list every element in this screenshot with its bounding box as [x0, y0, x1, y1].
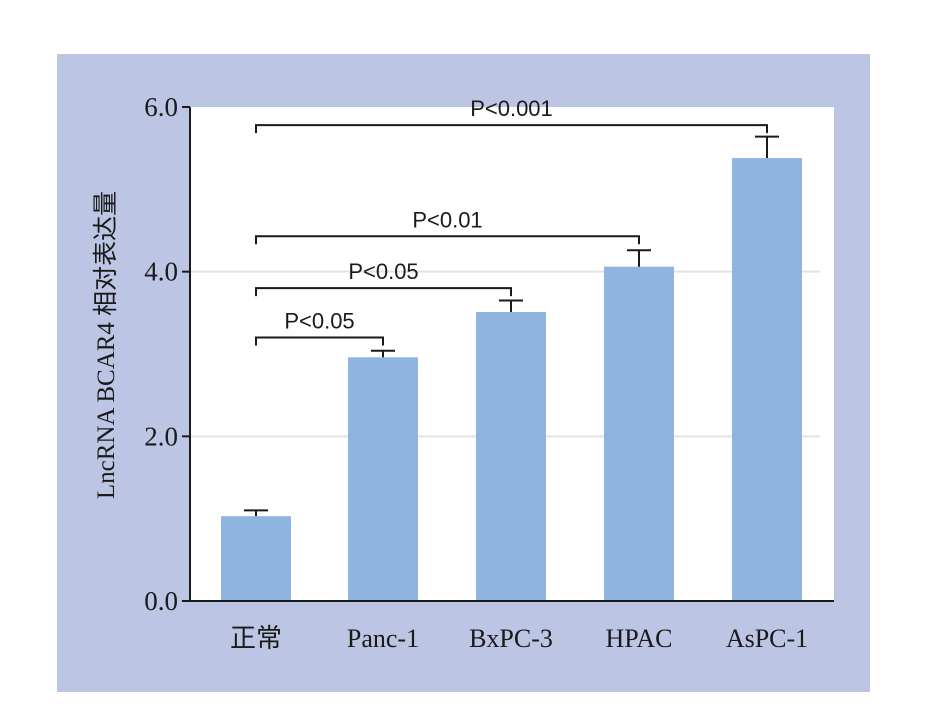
axes [189, 107, 834, 602]
y-axis-label: LncRNA BCAR4 相对表达量 [92, 191, 120, 499]
bar [221, 516, 291, 601]
x-tick-label: HPAC [606, 624, 673, 653]
y-tick-label: 4.0 [144, 257, 178, 287]
significance-bracket [255, 287, 512, 297]
x-tick-label: Panc-1 [347, 624, 419, 653]
significance-label: P<0.001 [470, 96, 553, 121]
x-tick-label: BxPC-3 [469, 624, 553, 653]
error-bars [244, 135, 779, 517]
significance-brackets: P<0.05 P<0.05 P<0.01 P<0.001 [255, 96, 768, 346]
bars [221, 158, 802, 601]
bar [348, 357, 418, 601]
significance-label: P<0.05 [348, 259, 418, 284]
significance-bracket [255, 336, 384, 346]
significance-label: P<0.01 [412, 207, 482, 232]
bar [732, 158, 802, 601]
x-tick-label: AsPC-1 [726, 624, 808, 653]
bar [604, 266, 674, 601]
y-tick-labels: 0.0 2.0 4.0 6.0 [144, 92, 190, 616]
y-tick-label: 0.0 [144, 586, 178, 616]
significance-label: P<0.05 [284, 309, 354, 334]
x-tick-labels: 正常 Panc-1 BxPC-3 HPAC AsPC-1 [230, 624, 808, 653]
y-tick-label: 6.0 [144, 92, 178, 122]
x-tick-label: 正常 [230, 624, 282, 653]
significance-bracket [255, 235, 640, 245]
significance-bracket [255, 124, 768, 134]
bar [476, 312, 546, 601]
y-tick-label: 2.0 [144, 421, 178, 451]
